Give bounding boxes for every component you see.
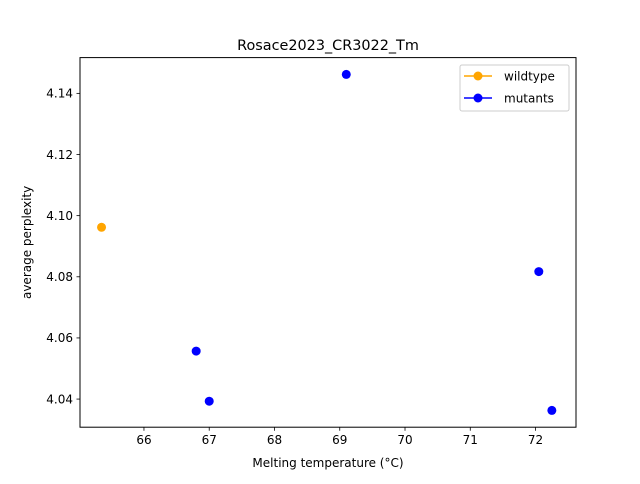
y-tick-label: 4.04 <box>46 392 73 406</box>
chart-title: Rosace2023_CR3022_Tm <box>237 38 419 54</box>
mutants-point <box>191 346 201 356</box>
legend-mutants-label: mutants <box>504 92 554 106</box>
y-tick-label: 4.08 <box>46 270 73 284</box>
mutants-point <box>547 405 557 415</box>
legend-wildtype-label: wildtype <box>504 70 555 84</box>
x-tick-label: 69 <box>332 433 347 447</box>
wildtype-point <box>97 222 107 232</box>
mutants-point <box>534 267 544 277</box>
legend-wildtype-marker <box>473 71 483 81</box>
x-tick-label: 72 <box>528 433 543 447</box>
x-axis-label: Melting temperature (°C) <box>252 456 403 470</box>
x-tick-label: 66 <box>136 433 151 447</box>
y-tick-label: 4.06 <box>46 331 73 345</box>
x-tick-label: 71 <box>463 433 478 447</box>
x-tick-label: 67 <box>202 433 217 447</box>
mutants-point <box>341 69 351 79</box>
legend-mutants-marker <box>473 93 483 103</box>
y-tick-label: 4.12 <box>46 148 73 162</box>
y-tick-label: 4.10 <box>46 209 73 223</box>
mutants-point <box>204 396 214 406</box>
legend: wildtype mutants <box>459 64 570 112</box>
plot-layer: 66 67 68 69 70 71 72 4.04 4.06 4.08 4.10 4.12 4.14 <box>46 69 557 447</box>
y-tick-label: 4.14 <box>46 87 73 101</box>
x-tick-label: 68 <box>267 433 282 447</box>
plot-area-frame <box>79 57 577 428</box>
y-axis-label: average perplexity <box>20 186 34 299</box>
x-tick-label: 70 <box>397 433 412 447</box>
